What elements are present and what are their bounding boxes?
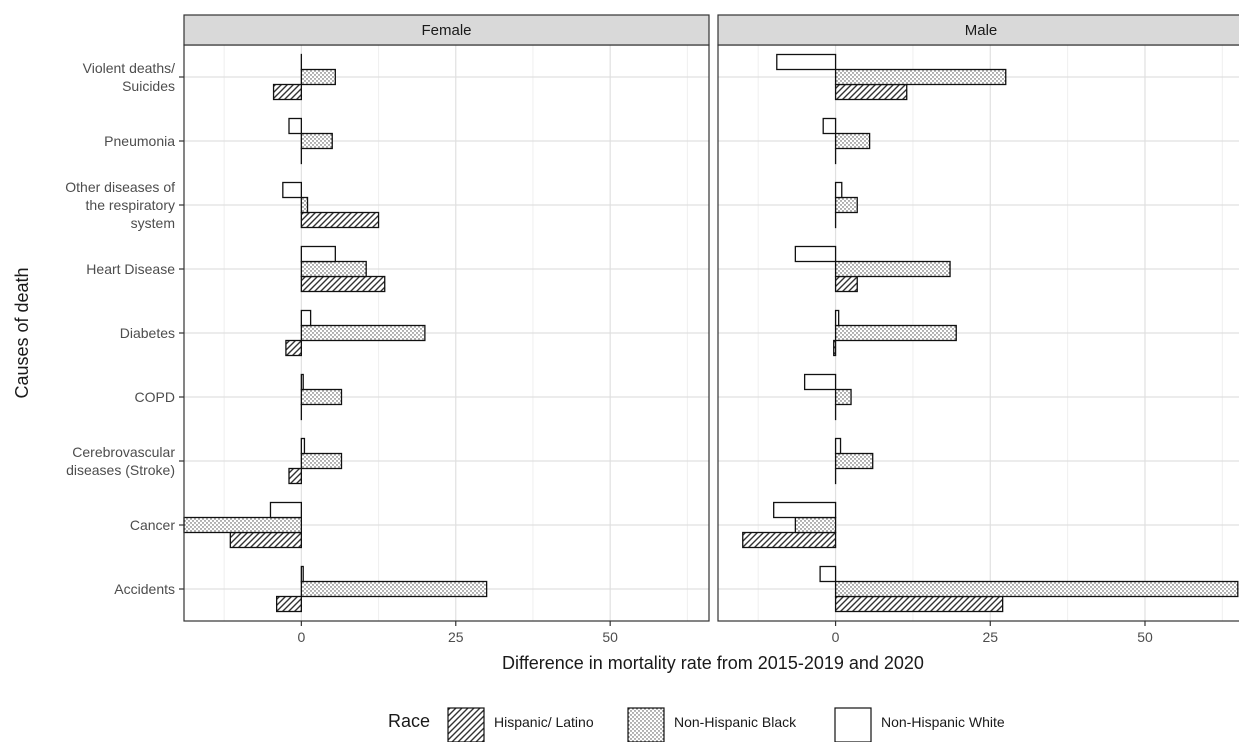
bar-hispanic-latino (301, 213, 378, 228)
bar-non-hispanic-black (301, 262, 366, 277)
bar-hispanic-latino (277, 597, 302, 612)
bar-non-hispanic-black (836, 70, 1006, 85)
bar-non-hispanic-white (301, 247, 335, 262)
bar-hispanic-latino (289, 469, 301, 484)
bar-non-hispanic-white (774, 503, 836, 518)
x-axis-title: Difference in mortality rate from 2015-2… (502, 653, 924, 673)
bar-non-hispanic-black (301, 134, 332, 149)
bar-non-hispanic-white (283, 183, 302, 198)
bar-non-hispanic-white (270, 503, 301, 518)
bar-non-hispanic-white (289, 119, 301, 134)
bar-non-hispanic-white (301, 439, 304, 454)
bar-non-hispanic-white (820, 567, 835, 582)
category-label: Heart Disease (86, 261, 175, 277)
bar-non-hispanic-black (301, 326, 425, 341)
category-label: Diabetes (120, 325, 175, 341)
x-tick-label: 0 (297, 629, 305, 645)
legend-label-non-hispanic-white: Non-Hispanic White (881, 714, 1005, 730)
legend-key-non-hispanic-white (835, 708, 871, 742)
bar-non-hispanic-black (836, 326, 957, 341)
bar-hispanic-latino (230, 533, 301, 548)
bar-non-hispanic-black (301, 390, 341, 405)
bar-non-hispanic-black (301, 454, 341, 469)
bar-non-hispanic-black (836, 198, 858, 213)
legend-title: Race (388, 711, 430, 731)
x-tick-label: 25 (448, 629, 464, 645)
category-label: Accidents (114, 581, 175, 597)
category-label: COPD (135, 389, 175, 405)
bar-non-hispanic-black (836, 134, 870, 149)
bar-non-hispanic-white (836, 311, 839, 326)
category-label: Pneumonia (104, 133, 175, 149)
legend-key-hispanic-latino (448, 708, 484, 742)
bar-non-hispanic-black (184, 518, 301, 533)
bar-hispanic-latino (834, 341, 836, 356)
x-tick-label: 0 (832, 629, 840, 645)
bar-non-hispanic-white (301, 567, 303, 582)
bar-non-hispanic-black (836, 390, 851, 405)
bar-non-hispanic-black (836, 454, 873, 469)
bar-hispanic-latino (743, 533, 836, 548)
bar-hispanic-latino (836, 277, 858, 292)
x-tick-label: 50 (1137, 629, 1153, 645)
bar-non-hispanic-white (777, 55, 836, 70)
facet-title: Female (421, 22, 471, 39)
facet-title: Male (965, 22, 998, 39)
bar-non-hispanic-white (836, 439, 841, 454)
bar-non-hispanic-black (301, 70, 335, 85)
bar-hispanic-latino (301, 277, 384, 292)
bar-hispanic-latino (274, 85, 302, 100)
bar-non-hispanic-black (795, 518, 835, 533)
bar-non-hispanic-white (795, 247, 835, 262)
legend-label-hispanic-latino: Hispanic/ Latino (494, 714, 594, 730)
bar-non-hispanic-black (836, 582, 1238, 597)
y-axis-title: Causes of death (12, 267, 32, 398)
bar-non-hispanic-white (836, 183, 842, 198)
bar-non-hispanic-black (301, 582, 486, 597)
bar-non-hispanic-white (805, 375, 836, 390)
bar-non-hispanic-black (836, 262, 950, 277)
bar-non-hispanic-white (301, 375, 303, 390)
bar-hispanic-latino (286, 341, 301, 356)
bar-hispanic-latino (836, 85, 907, 100)
bar-non-hispanic-black (301, 198, 307, 213)
x-tick-label: 50 (602, 629, 618, 645)
bar-non-hispanic-white (823, 119, 835, 134)
category-label: Violent deaths/Suicides (83, 60, 175, 94)
legend-label-non-hispanic-black: Non-Hispanic Black (674, 714, 797, 730)
category-label: Cancer (130, 517, 175, 533)
bar-hispanic-latino (836, 597, 1003, 612)
bar-non-hispanic-white (301, 311, 310, 326)
legend-key-non-hispanic-black (628, 708, 664, 742)
x-tick-label: 25 (982, 629, 998, 645)
